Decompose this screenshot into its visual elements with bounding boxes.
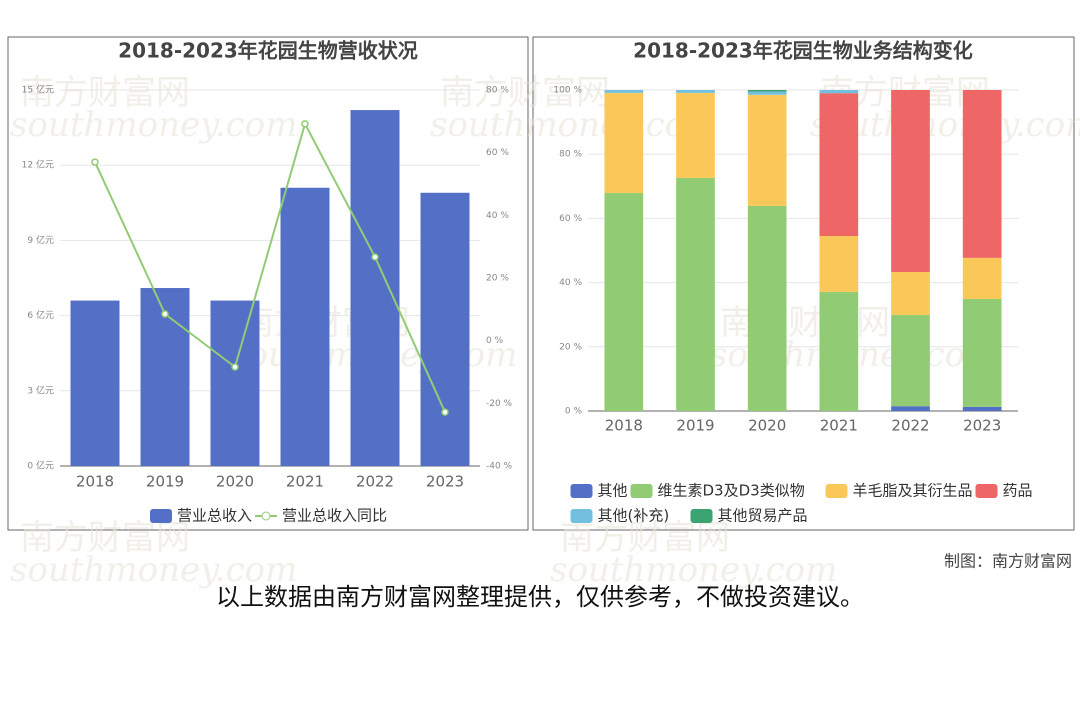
y-tick-label: 0 亿元 — [27, 460, 54, 472]
bar — [210, 300, 260, 466]
legend-label: 营业总收入同比 — [282, 507, 387, 525]
bar-segment — [819, 291, 859, 411]
x-tick-label: 2021 — [286, 473, 324, 491]
y-tick-label: 100 % — [553, 86, 582, 96]
watermark: 南方财富网 — [440, 73, 610, 113]
bar-segment — [676, 90, 715, 93]
bar-segment — [747, 91, 787, 95]
y2-tick-label: 20 % — [486, 274, 509, 284]
bar-segment — [676, 92, 715, 178]
x-tick-label: 2021 — [820, 417, 858, 435]
watermark: southmoney.com — [430, 105, 717, 145]
legend-label: 营业总收入 — [177, 507, 252, 525]
y-tick-label: 6 亿元 — [27, 309, 54, 321]
x-tick-label: 2018 — [605, 417, 643, 435]
y2-tick-label: -20 % — [486, 399, 513, 409]
y-tick-label: 80 % — [559, 150, 582, 160]
line-point — [441, 408, 449, 416]
watermark: 南方财富网 — [20, 518, 190, 558]
note: 以上数据由南方财富网整理提供，仅供参考，不做投资建议。 — [216, 583, 864, 611]
legend-swatch — [150, 509, 172, 523]
watermark: southmoney.com — [10, 550, 297, 590]
bar-segment — [962, 406, 1002, 411]
x-tick-label: 2018 — [76, 473, 114, 491]
y-tick-label: 12 亿元 — [22, 159, 54, 171]
bar-segment — [747, 94, 787, 206]
legend-swatch — [570, 509, 593, 523]
line-point — [371, 253, 379, 261]
bar-segment — [962, 90, 1002, 258]
chart-title: 2018-2023年花园生物业务结构变化 — [633, 39, 973, 63]
bar-segment — [819, 90, 859, 94]
x-tick-label: 2019 — [676, 417, 714, 435]
y2-tick-label: 0 % — [486, 336, 504, 346]
bar-segment — [819, 236, 859, 292]
bar-segment — [962, 298, 1002, 407]
legend-swatch — [825, 484, 848, 498]
legend-swatch — [975, 484, 998, 498]
line — [94, 121, 446, 413]
bar-segment — [747, 90, 787, 92]
bar — [350, 110, 400, 466]
y-tick-label: 40 % — [559, 278, 582, 288]
y-tick-label: 0 % — [565, 407, 583, 417]
line-point — [231, 363, 239, 371]
x-tick-label: 2020 — [216, 473, 254, 491]
bar-segment — [604, 90, 644, 93]
legend-label: 维生素D3及D3类似物 — [658, 482, 805, 500]
legend-label: 羊毛脂及其衍生品 — [853, 482, 973, 500]
y-tick-label: 60 % — [559, 214, 582, 224]
y-tick-label: 3 亿元 — [27, 384, 54, 396]
y2-tick-label: -40 % — [486, 462, 513, 472]
legend-label: 其他(补充) — [598, 507, 670, 525]
watermark: 南方财富网 — [20, 73, 190, 113]
bar-segment — [891, 406, 930, 411]
credit: 制图：南方财富网 — [944, 552, 1072, 571]
x-tick-label: 2019 — [146, 473, 184, 491]
y-tick-label: 20 % — [559, 342, 582, 352]
watermark: southmoney.com — [10, 105, 297, 145]
bar-segment — [891, 315, 930, 407]
bar-segment — [891, 272, 930, 316]
x-tick-label: 2022 — [891, 417, 929, 435]
bar — [420, 192, 470, 467]
bar-segment — [604, 92, 644, 194]
bar-segment — [819, 93, 859, 237]
legend-label: 药品 — [1003, 482, 1033, 500]
y2-tick-label: 40 % — [486, 211, 509, 221]
chart-title: 2018-2023年花园生物营收状况 — [118, 39, 418, 63]
line-point — [161, 310, 169, 318]
bar-segment — [604, 193, 644, 411]
bar — [280, 187, 330, 466]
legend-label: 其他 — [598, 482, 628, 500]
watermark: 南方财富网 — [560, 518, 730, 558]
y2-tick-label: 80 % — [486, 86, 509, 96]
bar-segment — [891, 90, 930, 273]
bar — [70, 300, 120, 466]
bar-segment — [962, 257, 1002, 299]
line-point — [301, 120, 309, 128]
legend-swatch — [690, 509, 713, 523]
line-point — [91, 158, 99, 166]
legend-label: 其他贸易产品 — [718, 507, 808, 525]
x-tick-label: 2023 — [426, 473, 464, 491]
y-tick-label: 9 亿元 — [27, 234, 54, 246]
legend-swatch — [630, 484, 653, 498]
legend-swatch — [261, 511, 271, 521]
x-tick-label: 2023 — [963, 417, 1001, 435]
legend-swatch — [570, 484, 593, 498]
bar-segment — [747, 205, 787, 411]
y2-tick-label: 60 % — [486, 148, 509, 158]
x-tick-label: 2020 — [748, 417, 786, 435]
y-tick-label: 15 亿元 — [22, 84, 54, 96]
bar-segment — [676, 177, 715, 411]
x-tick-label: 2022 — [356, 473, 394, 491]
watermark: southmoney.com — [550, 550, 837, 590]
